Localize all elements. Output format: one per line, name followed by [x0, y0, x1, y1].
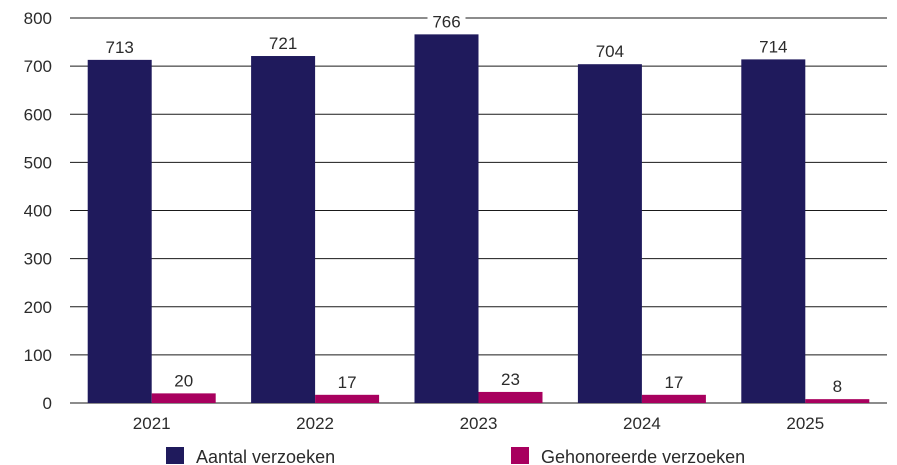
- data-label-bg: [264, 33, 303, 53]
- y-tick-label-200: 200: [24, 298, 52, 317]
- y-tick-label-600: 600: [24, 105, 52, 124]
- data-label-gehonoreerd-2022: 17: [338, 373, 357, 392]
- x-axis: 2021 2022 2023 2024 2025: [133, 414, 824, 433]
- data-label-bg: [169, 370, 198, 390]
- legend-label-aantal: Aantal verzoeken: [196, 447, 335, 465]
- bar-aantal-2025: [741, 59, 806, 403]
- y-tick-label-0: 0: [43, 394, 52, 413]
- data-label-aantal-2024: 704: [596, 42, 624, 61]
- x-tick-label-2024: 2024: [623, 414, 661, 433]
- data-label-gehonoreerd-2024: 17: [664, 373, 683, 392]
- data-label-bg: [659, 371, 688, 391]
- data-label-gehonoreerd-2021: 20: [174, 371, 193, 390]
- data-label-aantal-2021: 713: [106, 38, 134, 57]
- data-label-gehonoreerd-2023: 23: [501, 370, 520, 389]
- bar-gehonoreerd-2023: [478, 391, 543, 403]
- bar-aantal-2023: [414, 34, 479, 404]
- bar-aantal-2024: [577, 64, 642, 403]
- data-label-bg: [100, 36, 139, 56]
- data-label-gehonoreerd-2025: 8: [833, 377, 842, 396]
- x-tick-label-2022: 2022: [296, 414, 334, 433]
- y-tick-label-800: 800: [24, 9, 52, 28]
- y-axis: 0 100 200 300 400 500 600 700 800: [24, 9, 52, 413]
- legend-swatch-gehonoreerd: [511, 447, 529, 464]
- bar-gehonoreerd-2021: [151, 393, 216, 403]
- y-tick-label-400: 400: [24, 202, 52, 221]
- data-label-bg: [496, 368, 525, 388]
- legend-swatch-aantal: [166, 447, 184, 464]
- bar-gehonoreerd-2024: [641, 394, 706, 403]
- bar-aantal-2022: [251, 56, 316, 404]
- y-tick-label-100: 100: [24, 346, 52, 365]
- y-tick-label-500: 500: [24, 153, 52, 172]
- data-labels: 713 20 721 17 766 23 704 17 714 8: [100, 11, 847, 396]
- data-label-bg: [590, 41, 629, 61]
- bar-gehonoreerd-2022: [315, 394, 380, 403]
- legend: Aantal verzoeken Gehonoreerde verzoeken: [166, 447, 745, 465]
- bars: [87, 34, 870, 404]
- data-label-aantal-2023: 766: [432, 12, 460, 31]
- data-label-bg: [828, 376, 847, 396]
- bar-aantal-2021: [87, 59, 152, 404]
- y-tick-label-700: 700: [24, 57, 52, 76]
- data-label-aantal-2022: 721: [269, 34, 297, 53]
- y-tick-label-300: 300: [24, 250, 52, 269]
- bar-gehonoreerd-2025: [805, 399, 870, 403]
- legend-label-gehonoreerd: Gehonoreerde verzoeken: [541, 447, 745, 465]
- data-label-bg: [427, 11, 466, 31]
- x-tick-label-2025: 2025: [786, 414, 824, 433]
- x-tick-label-2021: 2021: [133, 414, 171, 433]
- data-label-bg: [333, 371, 362, 391]
- x-tick-label-2023: 2023: [460, 414, 498, 433]
- data-label-bg: [754, 36, 793, 56]
- data-label-aantal-2025: 714: [759, 37, 787, 56]
